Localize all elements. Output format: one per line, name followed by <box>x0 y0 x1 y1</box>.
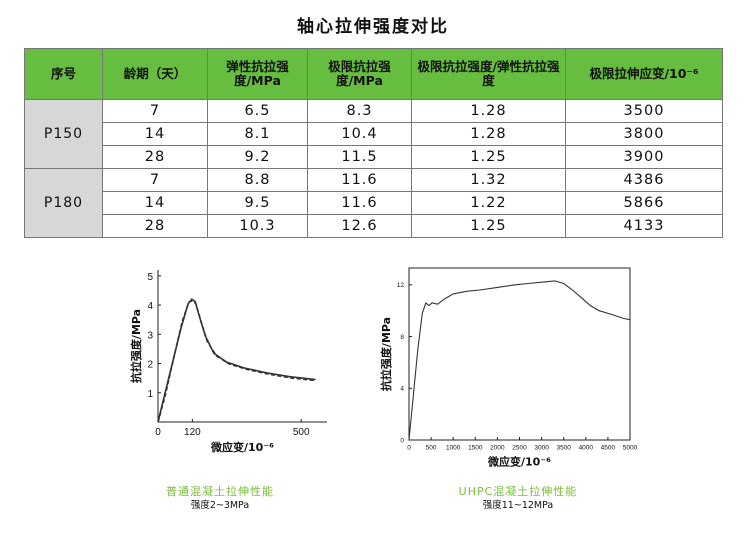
table-row: P150 7 6.5 8.3 1.28 3500 <box>24 99 723 169</box>
table-cell: 1.32 <box>411 168 566 192</box>
header-cell: 极限拉伸应变/10⁻⁶ <box>565 48 723 100</box>
group-label: P150 <box>24 99 103 169</box>
table-cell: 3900 <box>565 145 723 169</box>
chart-caption: UHPC混凝土拉伸性能 <box>458 485 578 498</box>
x-tick-label: 4000 <box>579 445 594 452</box>
x-tick-label: 120 <box>184 427 201 438</box>
y-tick-label: 2 <box>147 360 153 371</box>
table-row: 28 10.3 12.6 1.25 4133 <box>25 214 723 238</box>
y-tick-label: 3 <box>147 330 153 341</box>
chart-subcaption: 强度2~3MPa <box>190 500 250 511</box>
header-cell: 序号 <box>24 48 103 100</box>
y-tick-label: 0 <box>400 437 404 444</box>
table-cell: 11.6 <box>307 191 412 215</box>
table-cell: 1.28 <box>411 122 566 146</box>
x-tick-label: 0 <box>407 445 411 452</box>
header-cell: 极限抗拉强度/弹性抗拉强度 <box>411 48 566 100</box>
table-cell: 8.3 <box>307 99 412 123</box>
table-row: 14 9.5 11.6 1.22 5866 <box>25 191 723 215</box>
table-cell: 1.22 <box>411 191 566 215</box>
y-tick-label: 8 <box>400 334 404 341</box>
table-cell: 6.5 <box>207 99 308 123</box>
table-cell: 1.25 <box>411 145 566 169</box>
table-cell: 10.4 <box>307 122 412 146</box>
x-tick-label: 3000 <box>534 445 549 452</box>
uhpc-chart: 0 500 1000 1500 2000 2500 3000 3500 4000 4500 5000… <box>379 267 638 469</box>
table-cell: 7 <box>102 99 208 123</box>
table-cell: 10.3 <box>207 214 308 238</box>
x-tick-label: 3500 <box>556 445 571 452</box>
x-tick-label: 0 <box>155 427 161 438</box>
table-cell: 7 <box>102 168 208 192</box>
x-tick-label: 2000 <box>490 445 505 452</box>
table-cell: 11.6 <box>307 168 412 192</box>
table-cell: 4133 <box>565 214 723 238</box>
table-cell: 28 <box>102 214 208 238</box>
group-label: P180 <box>24 168 103 238</box>
normal-concrete-chart: 0 120 500 1 2 3 4 5 微应变/10⁻⁶ 抗拉强度/MPa <box>129 270 327 454</box>
table-cell: 3500 <box>565 99 723 123</box>
y-tick-label: 4 <box>147 301 153 312</box>
y-tick-label: 1 <box>147 389 153 400</box>
table-cell: 11.5 <box>307 145 412 169</box>
table-cell: 3800 <box>565 122 723 146</box>
table-cell: 1.25 <box>411 214 566 238</box>
y-tick-label: 12 <box>397 282 405 289</box>
x-tick-label: 1000 <box>446 445 461 452</box>
x-tick-label: 4500 <box>601 445 616 452</box>
table-cell: 4386 <box>565 168 723 192</box>
y-tick-label: 4 <box>400 386 404 393</box>
x-tick-label: 500 <box>426 445 437 452</box>
x-axis-label: 微应变/10⁻⁶ <box>487 455 551 469</box>
x-tick-label: 2500 <box>512 445 527 452</box>
table-cell: 14 <box>102 191 208 215</box>
table-row: P180 7 8.8 11.6 1.32 4386 <box>24 168 723 238</box>
table-cell: 28 <box>102 145 208 169</box>
header-cell: 弹性抗拉强度/MPa <box>207 48 308 100</box>
page-title: 轴心拉伸强度对比 <box>297 17 449 37</box>
table-cell: 5866 <box>565 191 723 215</box>
x-axis-label: 微应变/10⁻⁶ <box>210 440 274 454</box>
table-cell: 12.6 <box>307 214 412 238</box>
chart-subcaption: 强度11~12MPa <box>482 500 554 511</box>
table-cell: 14 <box>102 122 208 146</box>
table-cell: 9.2 <box>207 145 308 169</box>
header-cell: 极限抗拉强度/MPa <box>307 48 412 100</box>
x-tick-label: 5000 <box>623 445 638 452</box>
y-axis-label: 抗拉强度/MPa <box>129 309 143 383</box>
table-header-row: 序号 龄期（天） 弹性抗拉强度/MPa 极限抗拉强度/MPa 极限抗拉强度/弹性… <box>24 48 723 100</box>
table-cell: 9.5 <box>207 191 308 215</box>
y-axis-label: 抗拉强度/MPa <box>379 317 393 391</box>
y-tick-label: 5 <box>147 272 153 283</box>
series-line <box>157 298 316 423</box>
table-cell: 8.8 <box>207 168 308 192</box>
x-tick-label: 500 <box>293 427 310 438</box>
plot-frame <box>408 267 631 441</box>
table-cell: 8.1 <box>207 122 308 146</box>
series-line <box>157 299 316 423</box>
series-line <box>408 280 631 441</box>
header-cell: 龄期（天） <box>102 48 208 100</box>
table-row: 14 8.1 10.4 1.28 3800 <box>25 122 723 146</box>
table-row: 28 9.2 11.5 1.25 3900 <box>25 145 723 169</box>
chart-caption: 普通混凝土拉伸性能 <box>166 485 274 498</box>
comparison-table: 序号 龄期（天） 弹性抗拉强度/MPa 极限抗拉强度/MPa 极限抗拉强度/弹性… <box>24 48 723 238</box>
table-cell: 1.28 <box>411 99 566 123</box>
x-tick-label: 1500 <box>468 445 483 452</box>
